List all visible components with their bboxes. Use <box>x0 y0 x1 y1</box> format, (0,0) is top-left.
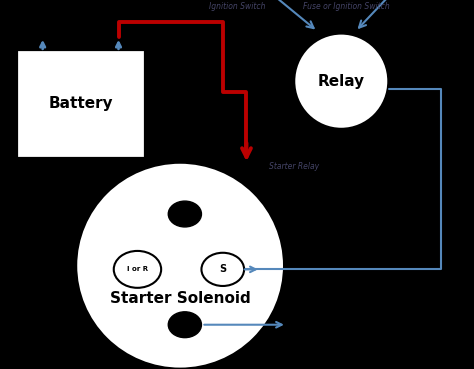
Circle shape <box>114 251 161 288</box>
Text: Fuse or Ignition Switch: Fuse or Ignition Switch <box>302 2 390 11</box>
Circle shape <box>168 312 201 338</box>
Text: Starter Solenoid: Starter Solenoid <box>110 292 250 306</box>
Text: Ignition Switch: Ignition Switch <box>209 2 265 11</box>
Circle shape <box>168 201 201 227</box>
FancyBboxPatch shape <box>19 52 142 155</box>
Ellipse shape <box>76 162 284 369</box>
Text: Relay: Relay <box>318 74 365 89</box>
Text: Starter Relay: Starter Relay <box>269 162 319 171</box>
Ellipse shape <box>294 33 389 129</box>
Text: I or R: I or R <box>127 266 148 272</box>
Text: Battery: Battery <box>48 96 113 111</box>
Circle shape <box>201 253 244 286</box>
Text: S: S <box>219 264 227 275</box>
